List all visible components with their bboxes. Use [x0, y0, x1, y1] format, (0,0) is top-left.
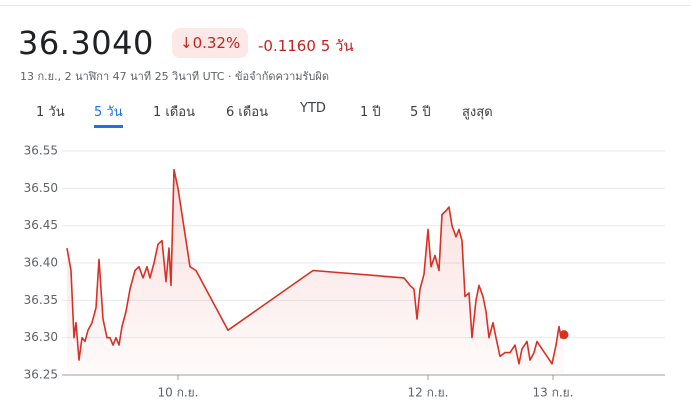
range-tab[interactable]: 1 วัน: [36, 105, 65, 120]
y-tick-label: 36.30: [24, 330, 58, 344]
range-tab[interactable]: 5 วัน: [94, 101, 123, 128]
price: 36.3040: [18, 24, 154, 62]
period: 5 วัน: [320, 37, 354, 55]
y-tick-label: 36.25: [24, 368, 58, 382]
range-tab[interactable]: 1 เดือน: [153, 105, 195, 120]
y-tick-label: 36.50: [24, 181, 58, 195]
area-fill: [67, 169, 564, 375]
range-tab[interactable]: 6 เดือน: [226, 105, 268, 120]
x-tick-label: 10 ก.ย.: [157, 386, 198, 400]
last-point: [559, 330, 569, 340]
divider: [0, 5, 691, 6]
change: -0.1160 5 วัน: [258, 34, 354, 58]
y-tick-label: 36.55: [24, 144, 58, 158]
range-tab[interactable]: YTD: [300, 101, 326, 116]
x-tick-label: 13 ก.ย.: [532, 386, 573, 400]
timestamp: 13 ก.ย., 2 นาฬิกา 47 นาที 25 วินาที UTC …: [20, 70, 329, 83]
change-badge: ↓0.32%: [172, 28, 249, 58]
range-tab[interactable]: 1 ปี: [360, 105, 381, 120]
y-tick-label: 36.40: [24, 256, 58, 270]
x-tick-label: 12 ก.ย.: [407, 386, 448, 400]
change-pct: 0.32%: [192, 34, 241, 52]
range-tab[interactable]: สูงสุด: [462, 105, 493, 120]
y-tick-label: 36.35: [24, 293, 58, 307]
change-abs: -0.1160: [258, 37, 316, 55]
y-tick-label: 36.45: [24, 218, 58, 232]
range-tab[interactable]: 5 ปี: [410, 105, 431, 120]
price-line: [66, 168, 565, 365]
